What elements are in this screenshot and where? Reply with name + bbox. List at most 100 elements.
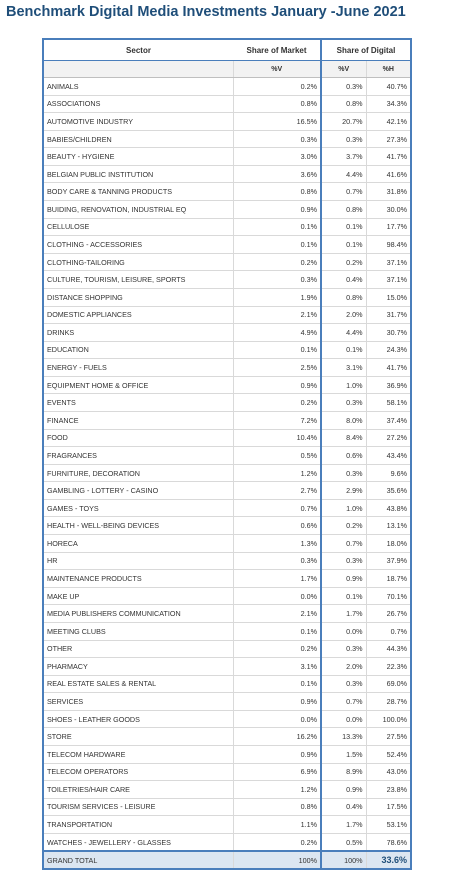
value-cell: 20.7% [320, 112, 367, 131]
sector-cell: HR [43, 552, 234, 571]
table-row: ASSOCIATIONS 0.8% 0.8% 34.3% [43, 95, 411, 114]
value-cell: 53.1% [366, 815, 411, 834]
value-cell: 31.8% [366, 182, 411, 202]
value-cell: 8.9% [320, 763, 367, 782]
value-cell: 0.8% [320, 200, 367, 219]
value-cell: 0.3% [233, 552, 322, 571]
value-cell: 17.5% [366, 798, 411, 817]
value-cell: 36.9% [366, 376, 411, 395]
value-cell: 3.1% [233, 657, 322, 676]
value-cell: 10.4% [233, 429, 322, 448]
value-cell: 1.5% [320, 745, 367, 764]
value-cell: 18.0% [366, 534, 411, 553]
sector-cell: TOILETRIES/HAIR CARE [43, 780, 234, 799]
value-cell: 0.0% [233, 710, 322, 729]
sector-cell: MAKE UP [43, 587, 234, 606]
value-cell: 0.3% [233, 130, 322, 149]
column-header: Share of Digital [320, 39, 411, 61]
value-cell: 42.1% [366, 112, 411, 131]
value-cell: 0.1% [320, 341, 367, 360]
value-cell: 0.1% [233, 622, 322, 641]
table-row: HORECA 1.3% 0.7% 18.0% [43, 534, 411, 553]
sector-cell: STORE [43, 727, 234, 746]
value-cell: 0.0% [233, 587, 322, 606]
header-row: Sector Share of Market Share of Digital [43, 39, 411, 61]
table-row: SHOES - LEATHER GOODS 0.0% 0.0% 100.0% [43, 710, 411, 729]
value-cell: 0.4% [320, 270, 367, 289]
subheader-row: %V %V %H [43, 60, 411, 78]
value-cell: 3.7% [320, 147, 367, 166]
sector-cell: MEETING CLUBS [43, 622, 234, 641]
value-cell: 0.6% [233, 516, 322, 536]
value-cell: 17.7% [366, 218, 411, 237]
table-row: BABIES/CHILDREN 0.3% 0.3% 27.3% [43, 130, 411, 149]
value-cell: 30.7% [366, 323, 411, 342]
value-cell: 0.1% [233, 218, 322, 237]
value-cell: 27.5% [366, 727, 411, 746]
table-row: MEDIA PUBLISHERS COMMUNICATION 2.1% 1.7% 26… [43, 604, 411, 623]
value-cell: 0.3% [320, 552, 367, 571]
value-cell: 98.4% [366, 235, 411, 254]
table-row: FINANCE 7.2% 8.0% 37.4% [43, 411, 411, 430]
value-cell: 0.2% [233, 640, 322, 659]
table-row: BODY CARE & TANNING PRODUCTS 0.8% 0.7% 31.8… [43, 182, 411, 202]
value-cell: 100% [320, 850, 367, 870]
value-cell: 0.9% [233, 200, 322, 219]
value-cell: 44.3% [366, 640, 411, 659]
table-row: EDUCATION 0.1% 0.1% 24.3% [43, 341, 411, 360]
value-cell: 0.0% [320, 710, 367, 729]
value-cell: 13.1% [366, 516, 411, 536]
value-cell: 2.0% [320, 306, 367, 325]
value-cell: 1.7% [233, 569, 322, 588]
table-row: PHARMACY 3.1% 2.0% 22.3% [43, 657, 411, 676]
value-cell: 1.2% [233, 464, 322, 483]
value-cell: 43.4% [366, 446, 411, 465]
sector-cell: HEALTH - WELL-BEING DEVICES [43, 516, 234, 536]
table-row: OTHER 0.2% 0.3% 44.3% [43, 640, 411, 659]
subheader-cell: %V [233, 60, 322, 78]
value-cell: 0.3% [320, 393, 367, 412]
value-cell: 37.1% [366, 253, 411, 272]
value-cell: 34.3% [366, 95, 411, 114]
value-cell: 37.4% [366, 411, 411, 430]
value-cell: 0.1% [233, 675, 322, 694]
value-cell: 7.2% [233, 411, 322, 430]
value-cell: 24.3% [366, 341, 411, 360]
value-cell: 1.9% [233, 288, 322, 307]
sector-cell: TELECOM OPERATORS [43, 763, 234, 782]
value-cell: 69.0% [366, 675, 411, 694]
table-row: CLOTHING - ACCESSORIES 0.1% 0.1% 98.4% [43, 235, 411, 254]
table-row: FOOD 10.4% 8.4% 27.2% [43, 429, 411, 448]
value-cell: 0.3% [320, 77, 367, 96]
value-cell: 0.8% [320, 288, 367, 307]
value-cell: 4.9% [233, 323, 322, 342]
subheader-cell [43, 60, 234, 78]
value-cell: 1.1% [233, 815, 322, 834]
sector-cell: FINANCE [43, 411, 234, 430]
value-cell: 2.0% [320, 657, 367, 676]
table-row: TRANSPORTATION 1.1% 1.7% 53.1% [43, 815, 411, 834]
title: Benchmark Digital Media Investments Janu… [6, 4, 406, 20]
sector-cell: BUIDING, RENOVATION, INDUSTRIAL EQ [43, 200, 234, 219]
table-row: TELECOM HARDWARE 0.9% 1.5% 52.4% [43, 745, 411, 764]
value-cell: 27.3% [366, 130, 411, 149]
value-cell: 2.7% [233, 481, 322, 500]
sector-cell: TOURISM SERVICES - LEISURE [43, 798, 234, 817]
value-cell: 0.2% [233, 77, 322, 96]
sector-cell: MEDIA PUBLISHERS COMMUNICATION [43, 604, 234, 623]
value-cell: 30.0% [366, 200, 411, 219]
value-cell: 0.7% [366, 622, 411, 641]
value-cell: 18.7% [366, 569, 411, 588]
table-row: MAINTENANCE PRODUCTS 1.7% 0.9% 18.7% [43, 569, 411, 588]
sector-cell: DOMESTIC APPLIANCES [43, 306, 234, 325]
value-cell: 0.8% [233, 95, 322, 114]
sector-cell: DISTANCE SHOPPING [43, 288, 234, 307]
sector-cell: FRAGRANCES [43, 446, 234, 465]
value-cell: 3.6% [233, 165, 322, 184]
value-cell: 1.2% [233, 780, 322, 799]
value-cell: 70.1% [366, 587, 411, 606]
subheader-cell: %V [320, 60, 367, 78]
value-cell: 31.7% [366, 306, 411, 325]
sector-cell: PHARMACY [43, 657, 234, 676]
